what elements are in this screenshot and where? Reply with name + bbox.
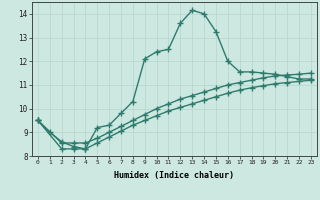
X-axis label: Humidex (Indice chaleur): Humidex (Indice chaleur) — [115, 171, 234, 180]
